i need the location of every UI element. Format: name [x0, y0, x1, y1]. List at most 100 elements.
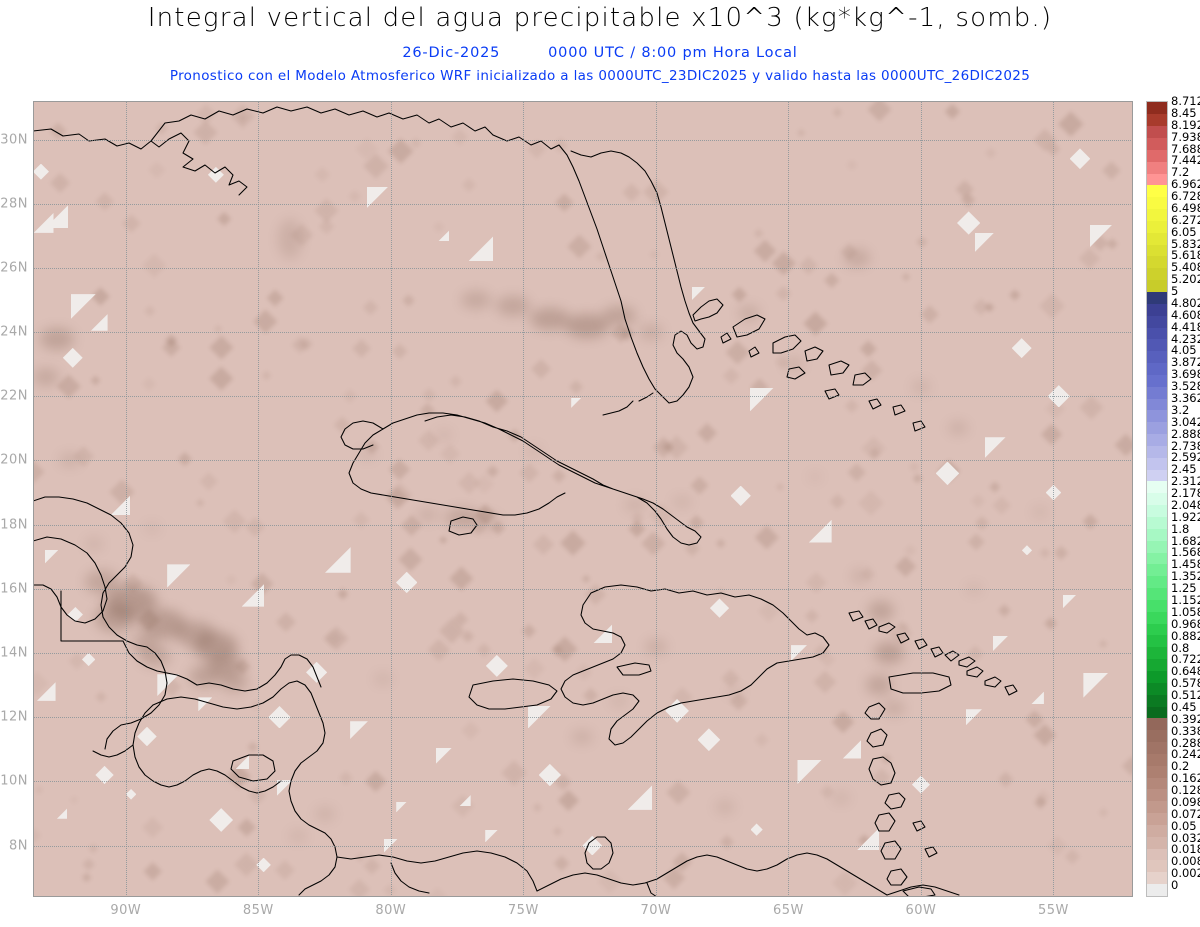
colorbar-tick-label: 1.682 [1171, 533, 1200, 548]
colorbar-swatch [1147, 138, 1167, 150]
colorbar-tick-label: 0.512 [1171, 688, 1200, 703]
colorbar-tick-label: 0.578 [1171, 676, 1200, 691]
colorbar-tick-label: 3.362 [1171, 391, 1200, 405]
colorbar-tick-label: 5.202 [1171, 272, 1200, 287]
x-axis-tick-label: 65W [772, 903, 804, 918]
x-axis-tick-label: 85W [242, 903, 274, 918]
colorbar-tick-label: 0.392 [1171, 711, 1200, 726]
colorbar-swatch [1147, 268, 1167, 281]
colorbar-swatch [1147, 410, 1167, 423]
colorbar-tick-label: 5.408 [1171, 260, 1200, 275]
colorbar-tick-label: 6.05 [1171, 224, 1197, 239]
colorbar-swatch [1147, 469, 1167, 482]
shading-blob [84, 536, 103, 551]
colorbar-swatch [1147, 185, 1167, 198]
colorbar-tick-label: 7.442 [1171, 153, 1200, 168]
colorbar-swatch [1147, 149, 1167, 162]
colorbar-tick-label: 0.288 [1171, 735, 1200, 750]
zero-value-patch [81, 652, 96, 667]
shading-blob [174, 620, 215, 647]
colorbar [1146, 101, 1168, 897]
colorbar-swatch [1147, 102, 1167, 115]
colorbar-swatch [1147, 434, 1167, 446]
gridline-horizontal [33, 332, 1133, 334]
gridline-horizontal [33, 524, 1133, 526]
gridline-vertical [920, 101, 922, 897]
shading-blob [570, 729, 593, 744]
zero-value-patch [306, 661, 328, 683]
colorbar-tick-label: 2.312 [1171, 474, 1200, 489]
colorbar-swatch [1147, 481, 1167, 494]
colorbar-tick-label: 5.618 [1171, 248, 1200, 263]
colorbar-swatch [1147, 126, 1167, 138]
shading-blob [289, 830, 308, 843]
colorbar-tick-label: 1.058 [1171, 604, 1200, 619]
forecast-time: 0000 UTC / 8:00 pm Hora Local [548, 45, 798, 61]
colorbar-swatch [1147, 445, 1167, 458]
colorbar-swatch [1147, 789, 1167, 802]
colorbar-swatch [1147, 576, 1167, 589]
zero-value-patch [438, 230, 450, 242]
colorbar-swatch [1147, 374, 1167, 387]
colorbar-swatch [1147, 611, 1167, 624]
colorbar-tick-label: 0.128 [1171, 783, 1200, 798]
colorbar-swatch [1147, 884, 1167, 896]
chart-header: Integral vertical del agua precipitable … [0, 0, 1200, 100]
shading-blob [564, 313, 609, 338]
gridline-horizontal [33, 396, 1133, 398]
colorbar-swatch [1147, 398, 1167, 411]
gridline-horizontal [33, 588, 1133, 590]
colorbar-tick-label: 0.018 [1171, 842, 1200, 857]
colorbar-swatch [1147, 363, 1167, 375]
shading-blob [948, 421, 969, 436]
gridline-horizontal [33, 267, 1133, 269]
shading-blob [84, 570, 119, 595]
coastline-layer [33, 106, 1018, 897]
shading-blob [883, 699, 906, 716]
colorbar-tick-label: 0.968 [1171, 616, 1200, 631]
gridline-vertical [390, 101, 392, 897]
colorbar-swatch [1147, 623, 1167, 636]
zero-value-patch [1011, 338, 1032, 359]
colorbar-swatch [1147, 599, 1167, 612]
y-axis-tick-label: 24N [0, 324, 28, 340]
gridline-vertical [523, 101, 525, 897]
zero-value-patch [571, 397, 582, 408]
forecast-date: 26-Dic-2025 [402, 45, 501, 61]
zero-value-patch [256, 857, 271, 873]
x-axis-tick-label: 60W [905, 903, 937, 918]
colorbar-swatch [1147, 386, 1167, 399]
colorbar-swatch [1147, 564, 1167, 577]
zero-value-patch [268, 706, 291, 729]
colorbar-tick-label: 6.728 [1171, 189, 1200, 204]
y-axis-tick-label: 22N [0, 388, 28, 404]
colorbar-swatch [1147, 694, 1167, 707]
shading-blob [139, 609, 186, 640]
zero-value-patch [935, 461, 960, 486]
model-validity-line: Pronostico con el Modelo Atmosferico WRF… [169, 68, 1031, 84]
colorbar-tick-label: 2.178 [1171, 486, 1200, 501]
colorbar-tick-label: 7.938 [1171, 129, 1200, 144]
shading-blob [609, 695, 628, 708]
colorbar-swatch [1147, 339, 1167, 352]
colorbar-swatch [1147, 682, 1167, 695]
colorbar-tick-label: 0.002 [1171, 866, 1200, 881]
colorbar-swatch [1147, 848, 1167, 861]
colorbar-tick-label: 6.962 [1171, 177, 1200, 192]
colorbar-tick-label: 8.192 [1171, 117, 1200, 132]
colorbar-tick-label: 3.042 [1171, 414, 1200, 429]
colorbar-tick-label: 4.232 [1171, 331, 1200, 346]
gridline-horizontal [33, 139, 1133, 141]
colorbar-swatch [1147, 161, 1167, 174]
zero-value-patch [485, 654, 508, 677]
gridline-horizontal [33, 845, 1133, 847]
colorbar-swatch [1147, 730, 1167, 743]
colorbar-tick-label: 6.498 [1171, 200, 1200, 215]
shading-blob [357, 448, 376, 461]
y-axis-tick-label: 18N [0, 517, 28, 533]
colorbar-tick-label: 0.45 [1171, 699, 1197, 714]
zero-value-patch [1047, 385, 1070, 408]
colorbar-tick-label: 4.608 [1171, 307, 1200, 322]
shading-blob [714, 800, 735, 815]
zero-value-patch [137, 726, 157, 747]
